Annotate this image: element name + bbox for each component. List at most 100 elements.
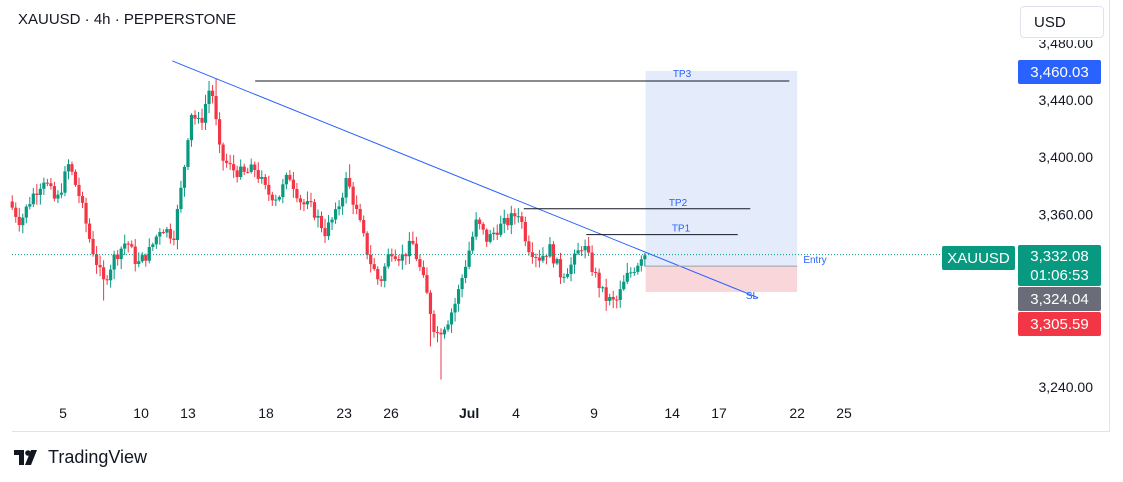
candle-body bbox=[618, 289, 622, 300]
candle-body bbox=[295, 188, 299, 199]
candle-body bbox=[523, 221, 527, 242]
entry-price-tag-text: 3,324.04 bbox=[1030, 291, 1088, 308]
candle-body bbox=[172, 238, 176, 240]
candle-body bbox=[305, 201, 310, 205]
candle-body bbox=[337, 206, 341, 210]
candle-body bbox=[534, 256, 538, 258]
candle-body bbox=[45, 182, 49, 184]
countdown-text: 01:06:53 bbox=[1030, 267, 1088, 284]
candle-body bbox=[636, 265, 640, 272]
candle-body bbox=[323, 228, 327, 237]
candle-body bbox=[281, 184, 285, 198]
candle-body bbox=[474, 219, 478, 237]
candle-body bbox=[147, 247, 151, 261]
sl-price-tag-text: 3,305.59 bbox=[1030, 316, 1088, 333]
candle-body bbox=[411, 240, 415, 244]
candle-body bbox=[400, 254, 404, 261]
time-axis[interactable]: 5 10 13 18 23 26 Jul 4 9 14 17 22 25 bbox=[59, 405, 852, 421]
candle-body bbox=[372, 264, 376, 269]
candle-body bbox=[59, 192, 64, 195]
candle-body bbox=[478, 219, 482, 225]
candle-body bbox=[509, 213, 513, 226]
candle-body bbox=[123, 243, 127, 249]
candle-body bbox=[253, 164, 257, 171]
candle-body bbox=[112, 254, 116, 270]
candle-body bbox=[302, 202, 306, 205]
candle-body bbox=[351, 186, 355, 205]
candle-body bbox=[217, 119, 222, 145]
candle-body bbox=[390, 254, 394, 257]
candle-body bbox=[615, 299, 619, 301]
candle-body bbox=[562, 276, 566, 278]
candle-body bbox=[622, 281, 626, 290]
candle-body bbox=[63, 171, 67, 193]
candle-body bbox=[608, 297, 612, 301]
candle-body bbox=[225, 160, 229, 163]
candle-body bbox=[210, 90, 215, 97]
candle-body bbox=[544, 255, 549, 257]
last-price-text: 3,332.08 bbox=[1030, 248, 1088, 265]
candle-body bbox=[284, 174, 288, 185]
candle-body bbox=[481, 224, 485, 230]
candle-body bbox=[551, 244, 556, 264]
candle-body bbox=[94, 254, 99, 266]
candle-body bbox=[537, 257, 542, 261]
candle-body bbox=[456, 289, 461, 304]
candle-body bbox=[548, 244, 552, 257]
candle-body bbox=[355, 204, 359, 209]
candle-body bbox=[344, 178, 348, 198]
candle-body bbox=[583, 246, 587, 251]
candle-body bbox=[200, 117, 204, 123]
candle-body bbox=[530, 252, 534, 257]
candle-body bbox=[239, 166, 243, 178]
tp-price-tag-text: 3,460.03 bbox=[1030, 64, 1088, 81]
candle-body bbox=[520, 216, 524, 222]
candle-body bbox=[154, 236, 158, 245]
symbol-title[interactable]: XAUUSD · 4h · PEPPERSTONE bbox=[18, 11, 237, 28]
candle-body bbox=[309, 201, 313, 203]
candle-body bbox=[555, 259, 559, 264]
candle-body bbox=[362, 219, 366, 234]
currency-button[interactable]: USD bbox=[1020, 6, 1104, 38]
candle-body bbox=[38, 188, 42, 195]
price-tags: 3,460.03 3,332.08 01:06:53 XAUUSD 3,324.04 3,… bbox=[942, 60, 1101, 336]
tp1-label: TP1 bbox=[672, 224, 691, 235]
candle-body bbox=[270, 194, 274, 201]
candle-body bbox=[393, 256, 397, 260]
tp-price-tag: 3,460.03 bbox=[1018, 60, 1101, 84]
tp2-label: TP2 bbox=[669, 198, 688, 209]
x-tick-label: 9 bbox=[590, 405, 598, 421]
candle-body bbox=[277, 197, 281, 200]
symbol-tag-bg bbox=[942, 246, 1015, 270]
candle-body bbox=[35, 193, 39, 195]
candle-body bbox=[42, 182, 46, 189]
candle-body bbox=[288, 174, 292, 180]
candle-body bbox=[383, 266, 387, 281]
drawing-lines[interactable]: TP3 TP2 TP1 Entry SL bbox=[12, 60, 1017, 302]
candle-body bbox=[558, 259, 563, 278]
candle-body bbox=[376, 268, 380, 280]
brand-name: TradingView bbox=[48, 447, 148, 467]
candle-body bbox=[179, 187, 183, 210]
loss-zone bbox=[645, 266, 798, 292]
candle-body bbox=[267, 184, 271, 195]
candle-body bbox=[221, 144, 225, 161]
candle-body bbox=[576, 250, 580, 254]
candle-body bbox=[625, 272, 629, 282]
chart-frame bbox=[12, 0, 1110, 432]
candle-body bbox=[21, 217, 25, 226]
candle-body bbox=[126, 243, 130, 245]
symbol-tag: XAUUSD bbox=[942, 246, 1015, 270]
candle-body bbox=[235, 170, 239, 178]
candle-body bbox=[228, 162, 232, 165]
candle-body bbox=[587, 246, 591, 253]
candle-body bbox=[439, 332, 443, 335]
long-position-tool[interactable] bbox=[645, 71, 798, 292]
tradingview-logo[interactable]: TradingView bbox=[14, 447, 147, 468]
tp-price-tag-bg bbox=[1018, 60, 1101, 84]
candle-body bbox=[348, 178, 352, 187]
candle-body bbox=[165, 229, 169, 233]
candle-body bbox=[333, 209, 338, 220]
candle-body bbox=[17, 216, 21, 226]
